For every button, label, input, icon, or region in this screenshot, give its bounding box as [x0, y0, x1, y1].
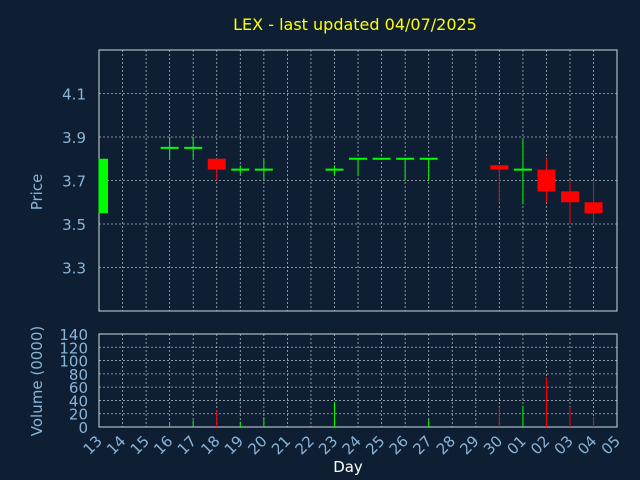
x-tick-label: 14 [103, 432, 129, 458]
candle-body [537, 169, 556, 192]
x-tick-label: 28 [433, 432, 459, 458]
x-tick-label: 29 [456, 432, 482, 458]
volume-tick-label: 80 [69, 366, 88, 384]
volume-tick-label: 60 [69, 379, 88, 397]
volume-grid [99, 334, 617, 427]
x-axis-label: Day [333, 458, 363, 476]
x-tick-label: 21 [268, 432, 294, 458]
volume-tick-label: 0 [78, 419, 88, 437]
x-tick-label: 15 [127, 432, 153, 458]
price-tick-labels: 4.1 3.9 3.7 3.5 3.3 [62, 86, 86, 278]
x-tick-label: 23 [315, 432, 341, 458]
x-tick-label: 17 [174, 432, 200, 458]
volume-bars [169, 377, 595, 427]
volume-tick-label: 140 [59, 326, 88, 344]
volume-tick-label: 40 [69, 392, 88, 410]
price-tick-label: 3.3 [62, 260, 86, 278]
candle-body [584, 202, 603, 214]
x-tick-label: 04 [574, 432, 600, 458]
x-tick-label: 02 [527, 432, 553, 458]
x-tick-label: 30 [480, 432, 506, 458]
x-tick-label: 20 [244, 432, 270, 458]
x-tick-labels: 1314151617181920212223242526272829300102… [80, 432, 624, 458]
candle-body [207, 158, 226, 170]
x-tick-label: 03 [551, 432, 577, 458]
x-tick-label: 22 [292, 432, 318, 458]
price-tick-label: 3.9 [62, 129, 86, 147]
x-tick-label: 24 [339, 432, 365, 458]
chart-title: LEX - last updated 04/07/2025 [233, 15, 477, 34]
price-tick-label: 3.7 [62, 173, 86, 191]
x-tick-label: 26 [386, 432, 412, 458]
x-tick-label: 18 [197, 432, 223, 458]
candles [98, 137, 603, 224]
price-tick-label: 4.1 [62, 86, 86, 104]
x-tick-label: 05 [598, 432, 624, 458]
candle-body [561, 191, 579, 203]
volume-tick-label: 120 [59, 339, 88, 357]
price-grid [99, 50, 617, 311]
candle-body [490, 165, 509, 170]
volume-axis-label: Volume (0000) [28, 326, 46, 436]
volume-plot-frame [98, 333, 618, 428]
x-tick-label: 01 [503, 432, 529, 458]
candle-body [99, 158, 108, 214]
x-tick-label: 27 [409, 432, 435, 458]
x-tick-label: 19 [221, 432, 247, 458]
price-tick-label: 3.5 [62, 216, 86, 234]
volume-tick-label: 20 [69, 406, 88, 424]
price-axis-label: Price [28, 174, 46, 211]
volume-tick-label: 100 [59, 353, 88, 371]
x-tick-label: 25 [362, 432, 388, 458]
x-tick-label: 16 [150, 432, 176, 458]
